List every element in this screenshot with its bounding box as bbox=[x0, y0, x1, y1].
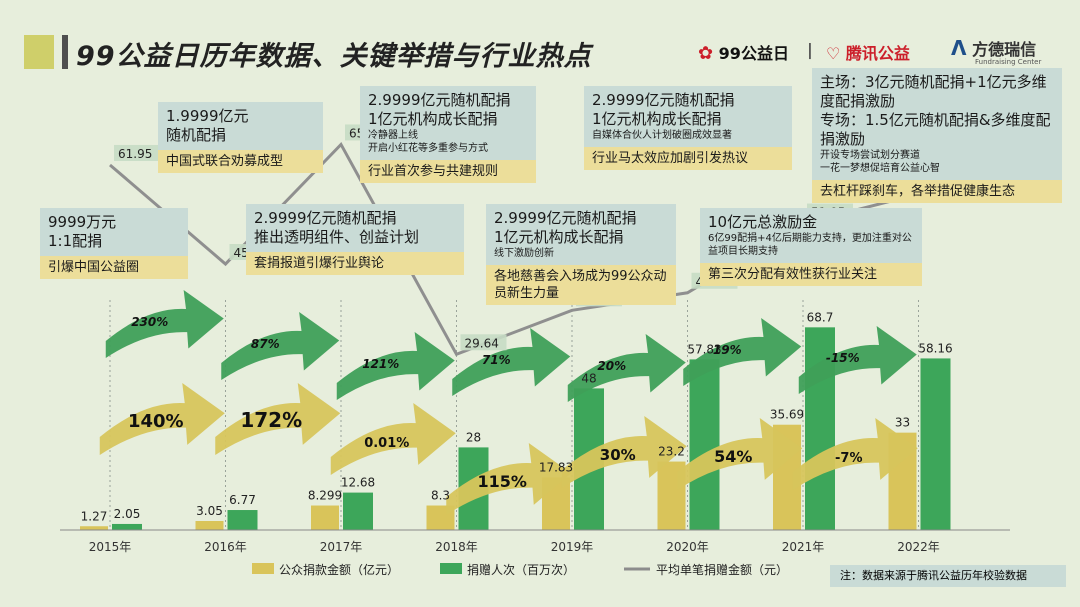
growth-donor-1: 87% bbox=[251, 337, 280, 351]
growth-donor-2: 121% bbox=[362, 357, 399, 371]
label-amount-2: 8.299 bbox=[308, 489, 342, 503]
growth-amount-6: -7% bbox=[835, 451, 862, 466]
callout-2019: 2.9999亿元随机配捐 1亿元机构成长配捐 线下激励创新 各地慈善会入场成为99… bbox=[486, 204, 676, 305]
bar-donors-5 bbox=[689, 359, 720, 530]
label-donors-6: 68.7 bbox=[807, 310, 834, 324]
x-tick-2: 2017年 bbox=[320, 540, 363, 554]
heart-icon: ♡ bbox=[826, 44, 841, 63]
growth-donor-5: 19% bbox=[713, 343, 742, 357]
growth-amount-0: 140% bbox=[128, 411, 184, 432]
bar-amount-1 bbox=[195, 521, 224, 530]
bar-donors-7 bbox=[920, 358, 951, 530]
label-amount-3: 8.3 bbox=[431, 489, 450, 503]
label-amount-1: 3.05 bbox=[196, 504, 223, 518]
callout-2021: 10亿元总激励金 6亿99配捐+4亿后期能力支持，更加注重对公益项目长期支持 第… bbox=[700, 208, 922, 286]
legend-label-donors: 捐赠人次（百万次） bbox=[467, 563, 575, 577]
flower-icon: ✿ bbox=[698, 43, 714, 64]
callout-2015: 9999万元 1:1配捐 引爆中国公益圈 bbox=[40, 208, 188, 279]
x-tick-5: 2020年 bbox=[666, 540, 709, 554]
arrow-donor-growth-4 bbox=[567, 334, 686, 402]
label-donors-2: 12.68 bbox=[341, 476, 375, 490]
growth-amount-2: 0.01% bbox=[364, 436, 409, 451]
arrow-donor-growth-6 bbox=[798, 326, 917, 394]
x-tick-0: 2015年 bbox=[89, 540, 132, 554]
avg-label-3: 29.64 bbox=[465, 336, 499, 350]
growth-donor-0: 230% bbox=[131, 315, 168, 329]
x-tick-7: 2022年 bbox=[897, 540, 940, 554]
label-donors-1: 6.77 bbox=[229, 493, 256, 507]
label-amount-5: 23.2 bbox=[658, 445, 685, 459]
callout-2016: 1.9999亿元 随机配捐 中国式联合劝募成型 bbox=[158, 102, 323, 173]
growth-donor-3: 71% bbox=[482, 353, 511, 367]
arrow-amount-growth-3 bbox=[446, 443, 572, 515]
growth-donor-6: -15% bbox=[826, 351, 860, 365]
arrow-donor-growth-5 bbox=[683, 318, 802, 386]
arrow-amount-growth-1 bbox=[215, 383, 341, 455]
legend-label-avg: 平均单笔捐赠金额（元） bbox=[656, 562, 788, 577]
legend-swatch-amount bbox=[252, 563, 274, 574]
growth-amount-3: 115% bbox=[478, 472, 527, 491]
bar-amount-0 bbox=[80, 526, 108, 530]
label-donors-7: 58.16 bbox=[918, 341, 952, 355]
arrow-amount-growth-2 bbox=[330, 403, 456, 475]
fangde-logo: Λ 方德瑞信 Fundraising Center bbox=[951, 36, 1042, 66]
arrow-amount-growth-5 bbox=[677, 418, 803, 490]
arrow-donor-growth-0 bbox=[105, 290, 224, 358]
label-donors-0: 2.05 bbox=[114, 507, 141, 521]
bar-donors-2 bbox=[343, 492, 373, 530]
x-tick-1: 2016年 bbox=[204, 540, 247, 554]
bar-amount-2 bbox=[311, 505, 339, 530]
logo-divider: | bbox=[807, 40, 813, 59]
arrow-donor-growth-3 bbox=[452, 328, 571, 396]
avg-label-bg-3 bbox=[460, 334, 507, 351]
label-donors-3: 28 bbox=[466, 430, 481, 444]
arrow-amount-growth-0 bbox=[99, 383, 225, 455]
fangde-mark-icon: Λ bbox=[951, 36, 967, 60]
growth-amount-1: 172% bbox=[240, 408, 302, 432]
label-donors-4: 48 bbox=[581, 371, 596, 385]
label-donors-5: 57.83 bbox=[687, 342, 721, 356]
callout-2020: 2.9999亿元随机配捐 1亿元机构成长配捐 自媒体合伙人计划破圈成效显著 行业马… bbox=[584, 86, 792, 170]
callout-2017: 2.9999亿元随机配捐 推出透明组件、创益计划 套捐报道引爆行业舆论 bbox=[246, 204, 464, 275]
callout-2018: 2.9999亿元随机配捐 1亿元机构成长配捐 冷静器上线 开启小红花等多重参与方式 … bbox=[360, 86, 536, 183]
growth-donor-4: 20% bbox=[597, 359, 626, 373]
label-amount-0: 1.27 bbox=[81, 509, 108, 523]
avg-label-0: 61.95 bbox=[118, 147, 152, 161]
tencent-logo: ♡ 腾讯公益 bbox=[826, 44, 910, 63]
avg-label-bg-0 bbox=[114, 144, 160, 161]
bar-donors-1 bbox=[227, 510, 258, 530]
header-divider bbox=[62, 35, 68, 69]
arrow-donor-growth-2 bbox=[336, 332, 455, 400]
x-tick-3: 2018年 bbox=[435, 540, 478, 554]
callout-2022: 主场：3亿元随机配捐+1亿元多维度配捐激励 专场：1.5亿元随机配捐&多维度配捐激… bbox=[812, 68, 1062, 203]
label-amount-7: 33 bbox=[895, 416, 910, 430]
growth-amount-5: 54% bbox=[714, 447, 752, 466]
x-tick-4: 2019年 bbox=[551, 540, 594, 554]
label-amount-4: 17.83 bbox=[539, 460, 573, 474]
growth-amount-4: 30% bbox=[600, 446, 636, 464]
label-amount-6: 35.69 bbox=[770, 408, 804, 422]
legend-swatch-donors bbox=[440, 563, 462, 574]
source-note: 注：数据来源于腾讯公益历年校验数据 bbox=[830, 565, 1066, 587]
bar-donors-0 bbox=[112, 523, 142, 530]
legend-label-amount: 公众捐款金额（亿元） bbox=[279, 562, 399, 577]
ninetynine-logo: ✿ 99公益日 bbox=[698, 43, 789, 64]
arrow-donor-growth-1 bbox=[221, 312, 340, 380]
header-accent-block bbox=[24, 35, 54, 69]
page-title: 99公益日历年数据、关键举措与行业热点 bbox=[76, 41, 592, 72]
arrow-amount-growth-6 bbox=[792, 418, 918, 490]
arrow-amount-growth-4 bbox=[561, 416, 687, 488]
x-tick-6: 2021年 bbox=[782, 540, 825, 554]
